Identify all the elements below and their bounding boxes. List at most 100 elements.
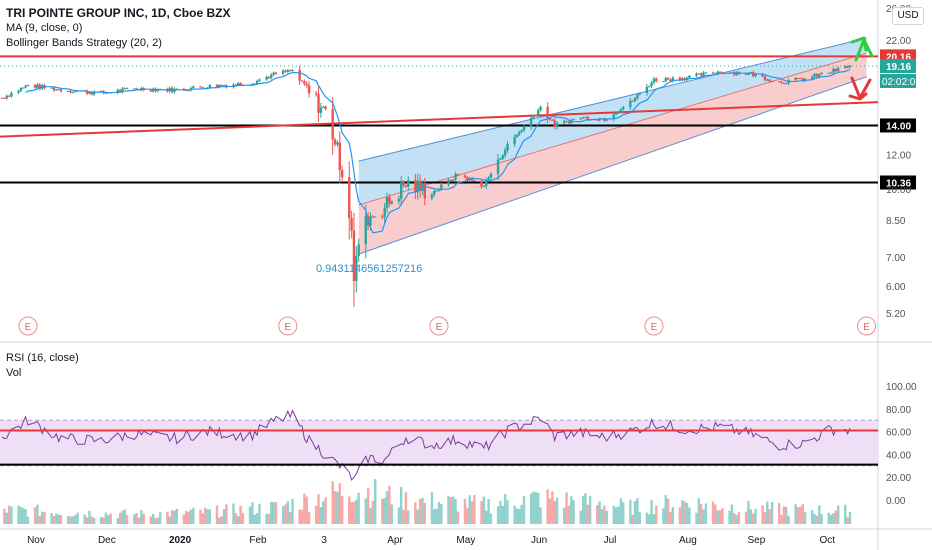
- candle-body: [836, 68, 840, 72]
- candle-body: [501, 155, 504, 159]
- candle-body: [185, 90, 188, 92]
- candle-body: [3, 97, 6, 99]
- volume-bar: [763, 512, 767, 524]
- candle-body: [352, 230, 356, 281]
- candle-body: [234, 84, 238, 86]
- volume-bar: [24, 509, 27, 524]
- candle-body: [473, 180, 476, 182]
- volume-bar: [794, 504, 797, 524]
- currency-button[interactable]: USD: [892, 7, 924, 25]
- candle-body: [662, 81, 665, 83]
- volume-bar: [142, 513, 145, 524]
- volume-bar: [501, 505, 504, 524]
- candle-body: [780, 81, 783, 83]
- earnings-marker: [18, 316, 38, 336]
- candle-body: [52, 87, 56, 91]
- earnings-marker: [278, 316, 298, 336]
- volume-bar: [107, 515, 110, 524]
- candle-body: [588, 119, 592, 121]
- volume-bar: [605, 511, 608, 524]
- candle-body: [407, 180, 410, 187]
- volume-bar: [766, 501, 769, 524]
- volume-bar: [704, 503, 708, 524]
- ma-legend-item[interactable]: MA (9, close, 0): [6, 22, 83, 34]
- rsi-pane[interactable]: [0, 409, 878, 525]
- volume-bar: [270, 501, 273, 524]
- time-tick-label: 3: [321, 535, 327, 546]
- bollinger-legend-item[interactable]: Bollinger Bands Strategy (20, 2): [6, 37, 162, 49]
- volume-bar: [553, 501, 556, 524]
- rsi-legend-item[interactable]: RSI (16, close): [6, 352, 79, 364]
- volume-bar: [300, 509, 304, 524]
- candle-body: [834, 68, 838, 72]
- candle-body: [766, 79, 769, 81]
- volume-bar: [454, 499, 457, 524]
- candle-body: [322, 106, 325, 108]
- price-pane[interactable]: E E E E E 0.9431146561257216: [0, 37, 878, 336]
- candle-body: [135, 88, 138, 90]
- candle-body: [763, 76, 767, 81]
- candle-body: [36, 84, 39, 88]
- rsi-tick-label: 0.00: [886, 496, 906, 507]
- volume-bar: [156, 517, 160, 524]
- volume-bar: [57, 514, 60, 524]
- time-tick-label: Oct: [820, 535, 836, 546]
- volume-bar: [629, 499, 632, 524]
- volume-bar: [218, 517, 221, 524]
- price-tick-label: 8.50: [886, 216, 906, 227]
- candle-body: [518, 131, 521, 135]
- volume-bar: [19, 506, 23, 524]
- chart-title: TRI POINTE GROUP INC, 1D, Cboe BZX: [6, 6, 231, 20]
- volume-bar: [303, 493, 306, 524]
- volume-bar: [600, 509, 604, 524]
- volume-bar: [796, 507, 800, 524]
- volume-bar: [149, 516, 153, 524]
- candle-body: [614, 113, 618, 115]
- volume-bar: [338, 483, 341, 524]
- candle-body: [385, 197, 389, 208]
- price-tag-label: 14.00: [886, 121, 911, 132]
- candle-body: [548, 118, 552, 120]
- volume-bar: [43, 512, 46, 524]
- candle-body: [402, 182, 405, 186]
- candle-body: [529, 117, 533, 127]
- candle-body: [116, 89, 119, 93]
- rsi-tick-label: 40.00: [886, 450, 911, 461]
- volume-bar: [253, 514, 256, 524]
- candle-body: [92, 91, 96, 95]
- volume-bar: [430, 492, 434, 524]
- candle-body: [208, 84, 212, 88]
- volume-bar: [636, 498, 639, 524]
- candle-body: [118, 89, 122, 92]
- candle-body: [636, 94, 639, 99]
- volume-bar: [374, 479, 377, 524]
- volume-bar: [662, 508, 665, 524]
- candle-body: [90, 92, 93, 95]
- candle-body: [846, 66, 849, 68]
- vol-legend-item[interactable]: Vol: [6, 367, 22, 379]
- candle-body: [451, 179, 455, 181]
- volume-bar: [175, 508, 178, 524]
- candle-body: [447, 180, 450, 185]
- volume-bar: [648, 514, 651, 524]
- price-tag-box: [880, 175, 916, 190]
- volume-bar: [17, 505, 20, 524]
- volume-bar: [90, 516, 93, 524]
- candle-body: [267, 76, 271, 78]
- candle-body: [489, 173, 493, 178]
- drawing-overlay: [848, 36, 874, 101]
- candle-body: [218, 84, 221, 88]
- volume-bar: [352, 501, 356, 524]
- volume-bar: [770, 501, 774, 524]
- volume-bar: [782, 506, 786, 524]
- volume-bar: [5, 512, 8, 524]
- rsi-line: [1, 409, 851, 481]
- candle-body: [716, 71, 719, 74]
- volume-bar: [652, 514, 656, 524]
- volume-bar: [284, 504, 287, 524]
- volume-bar: [248, 506, 252, 524]
- price-tick-label: 7.00: [886, 253, 906, 264]
- candle-body: [314, 93, 318, 95]
- candle-body: [336, 142, 339, 145]
